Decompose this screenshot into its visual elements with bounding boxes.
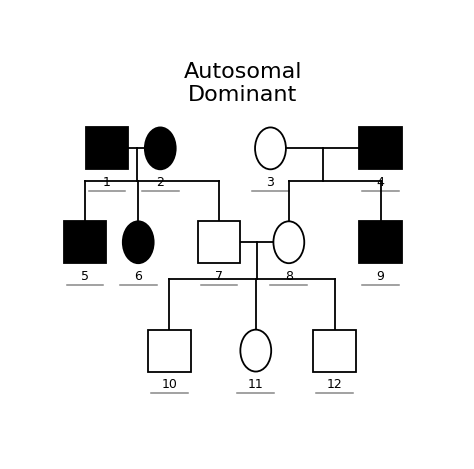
Text: 6: 6: [134, 270, 142, 283]
Text: 8: 8: [285, 270, 293, 283]
FancyBboxPatch shape: [359, 128, 402, 169]
Text: 4: 4: [377, 176, 384, 189]
Text: 10: 10: [162, 378, 177, 391]
Text: 2: 2: [156, 176, 164, 189]
Ellipse shape: [145, 128, 176, 169]
Text: 7: 7: [215, 270, 223, 283]
FancyBboxPatch shape: [359, 221, 402, 263]
Ellipse shape: [273, 221, 304, 263]
Ellipse shape: [240, 330, 271, 371]
Text: 1: 1: [103, 176, 111, 189]
FancyBboxPatch shape: [198, 221, 240, 263]
Text: Autosomal
Dominant: Autosomal Dominant: [184, 62, 302, 105]
Text: 5: 5: [81, 270, 89, 283]
Text: 9: 9: [377, 270, 384, 283]
Text: 12: 12: [327, 378, 343, 391]
Ellipse shape: [123, 221, 154, 263]
FancyBboxPatch shape: [64, 221, 106, 263]
FancyBboxPatch shape: [313, 330, 356, 371]
Text: 11: 11: [248, 378, 264, 391]
Ellipse shape: [255, 128, 286, 169]
Text: 3: 3: [266, 176, 274, 189]
FancyBboxPatch shape: [148, 330, 191, 371]
FancyBboxPatch shape: [86, 128, 128, 169]
